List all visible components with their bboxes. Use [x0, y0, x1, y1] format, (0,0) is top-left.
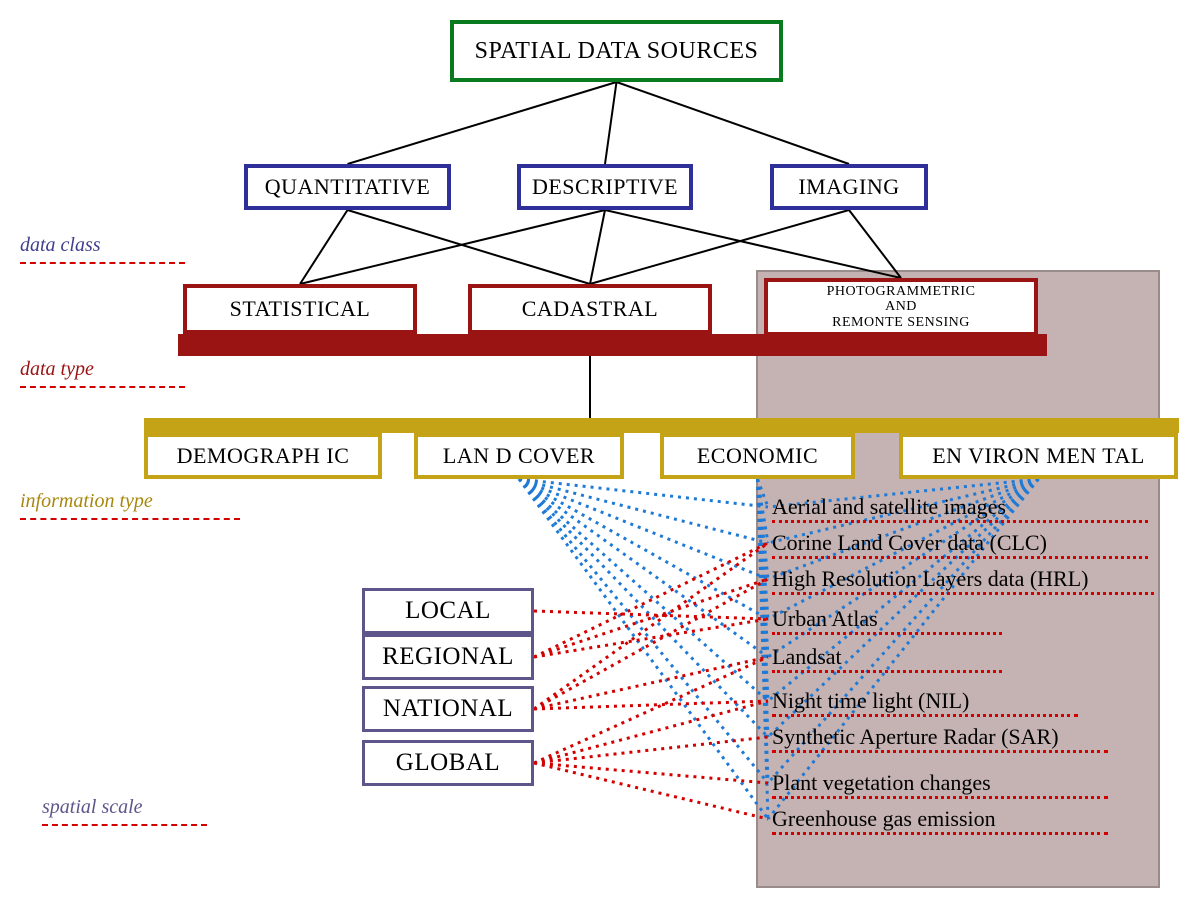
example-clc: Corine Land Cover data (CLC)	[772, 530, 1047, 556]
dash-data-class	[20, 262, 185, 264]
example-plant: Plant vegetation changes	[772, 770, 991, 796]
example-aerial-text: Aerial and satellite images	[772, 494, 1006, 519]
example-ghg: Greenhouse gas emission	[772, 806, 996, 832]
dash-information-type	[20, 518, 240, 520]
node-photogrammetric: PHOTOGRAMMETRIC AND REMONTE SENSING	[764, 278, 1038, 336]
example-hrl-ul	[772, 592, 1154, 595]
label-spatial-scale-text: spatial scale	[42, 796, 143, 818]
example-nil: Night time light (NIL)	[772, 688, 969, 714]
type-bar	[178, 334, 1047, 356]
example-nil-text: Night time light (NIL)	[772, 688, 969, 713]
node-photogrammetric-label: PHOTOGRAMMETRIC AND REMONTE SENSING	[827, 284, 976, 330]
node-cadastral: CADASTRAL	[468, 284, 712, 334]
node-root: SPATIAL DATA SOURCES	[450, 20, 783, 82]
example-sar-text: Synthetic Aperture Radar (SAR)	[772, 724, 1059, 749]
node-descriptive-label: DESCRIPTIVE	[532, 175, 678, 199]
node-economic: ECONOMIC	[660, 433, 855, 479]
label-data-type-text: data type	[20, 358, 94, 380]
example-ghg-text: Greenhouse gas emission	[772, 806, 996, 831]
example-landsat: Landsat	[772, 644, 842, 670]
label-data-type: data type	[20, 358, 94, 381]
node-imaging-label: IMAGING	[798, 175, 899, 199]
info-bar	[144, 418, 1179, 433]
node-demographic-label: DEMOGRAPH IC	[177, 444, 350, 468]
node-demographic: DEMOGRAPH IC	[144, 433, 382, 479]
example-clc-ul	[772, 556, 1148, 559]
node-global-label: GLOBAL	[396, 749, 500, 777]
node-local: LOCAL	[362, 588, 534, 634]
node-global: GLOBAL	[362, 740, 534, 786]
node-economic-label: ECONOMIC	[697, 444, 818, 468]
node-national-label: NATIONAL	[383, 695, 513, 723]
node-descriptive: DESCRIPTIVE	[517, 164, 693, 210]
example-ghg-ul	[772, 832, 1108, 835]
example-urban-ul	[772, 632, 1002, 635]
node-cadastral-label: CADASTRAL	[522, 297, 659, 321]
label-data-class-text: data class	[20, 234, 101, 256]
node-statistical: STATISTICAL	[183, 284, 417, 334]
example-urban: Urban Atlas	[772, 606, 878, 632]
node-regional: REGIONAL	[362, 634, 534, 680]
node-root-label: SPATIAL DATA SOURCES	[475, 38, 759, 64]
node-quantitative-label: QUANTITATIVE	[265, 175, 431, 199]
example-landsat-ul	[772, 670, 1002, 673]
node-imaging: IMAGING	[770, 164, 928, 210]
node-landcover-label: LAN D COVER	[443, 444, 595, 468]
example-hrl-text: High Resolution Layers data (HRL)	[772, 566, 1089, 591]
node-quantitative: QUANTITATIVE	[244, 164, 451, 210]
dash-data-type	[20, 386, 185, 388]
example-aerial: Aerial and satellite images	[772, 494, 1006, 520]
example-sar: Synthetic Aperture Radar (SAR)	[772, 724, 1059, 750]
example-urban-text: Urban Atlas	[772, 606, 878, 631]
example-plant-ul	[772, 796, 1108, 799]
node-local-label: LOCAL	[405, 597, 491, 625]
label-data-class: data class	[20, 234, 101, 257]
label-spatial-scale: spatial scale	[42, 796, 143, 819]
node-environmental: EN VIRON MEN TAL	[899, 433, 1178, 479]
label-information-type: information type	[20, 490, 153, 513]
label-information-type-text: information type	[20, 490, 153, 512]
node-regional-label: REGIONAL	[382, 643, 514, 671]
example-plant-text: Plant vegetation changes	[772, 770, 991, 795]
example-hrl: High Resolution Layers data (HRL)	[772, 566, 1089, 592]
example-aerial-ul	[772, 520, 1148, 523]
example-landsat-text: Landsat	[772, 644, 842, 669]
diagram-stage: { "diagram": { "type": "tree-flowchart",…	[0, 0, 1200, 908]
node-statistical-label: STATISTICAL	[230, 297, 371, 321]
dash-spatial-scale	[42, 824, 207, 826]
example-clc-text: Corine Land Cover data (CLC)	[772, 530, 1047, 555]
example-nil-ul	[772, 714, 1078, 717]
node-landcover: LAN D COVER	[414, 433, 624, 479]
example-sar-ul	[772, 750, 1108, 753]
node-environmental-label: EN VIRON MEN TAL	[932, 444, 1145, 468]
node-national: NATIONAL	[362, 686, 534, 732]
